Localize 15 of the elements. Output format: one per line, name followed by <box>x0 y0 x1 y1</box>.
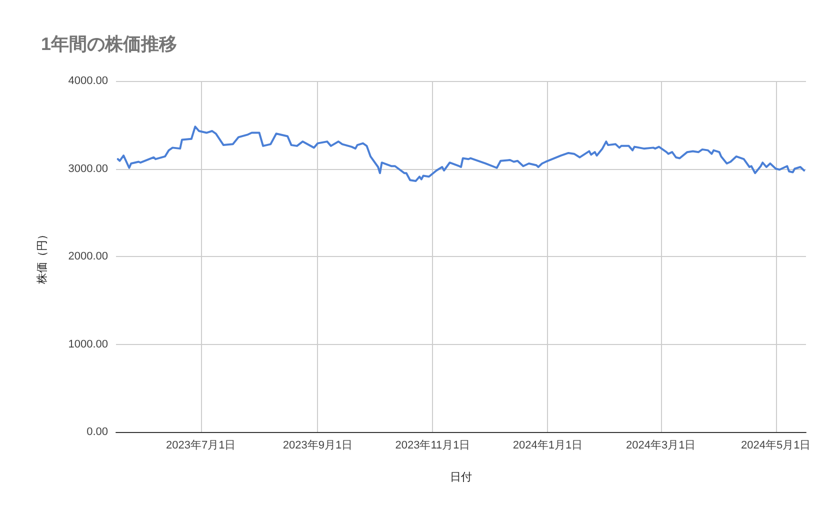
x-tick-label: 2024年3月1日 <box>626 440 696 452</box>
y-tick-label: 2000.00 <box>68 250 108 262</box>
y-tick-label: 4000.00 <box>68 75 108 87</box>
y-axis-title: 株価（円） <box>36 229 48 285</box>
x-tick-label: 2023年9月1日 <box>282 440 353 452</box>
x-tick-label: 2023年11月1日 <box>395 440 470 452</box>
line-series <box>116 126 806 182</box>
y-tick-label: 1000.00 <box>68 338 108 350</box>
y-tick-label: 0.00 <box>86 426 108 438</box>
x-tick-label: 2024年5月1日 <box>740 440 811 452</box>
x-tick-label: 2024年1月1日 <box>512 440 583 452</box>
y-tick-label: 3000.00 <box>68 162 108 175</box>
x-axis-title: 日付 <box>450 472 472 484</box>
x-tick-label: 2023年7月1日 <box>166 440 236 452</box>
chart-title: 1年間の株価推移 <box>41 34 178 54</box>
